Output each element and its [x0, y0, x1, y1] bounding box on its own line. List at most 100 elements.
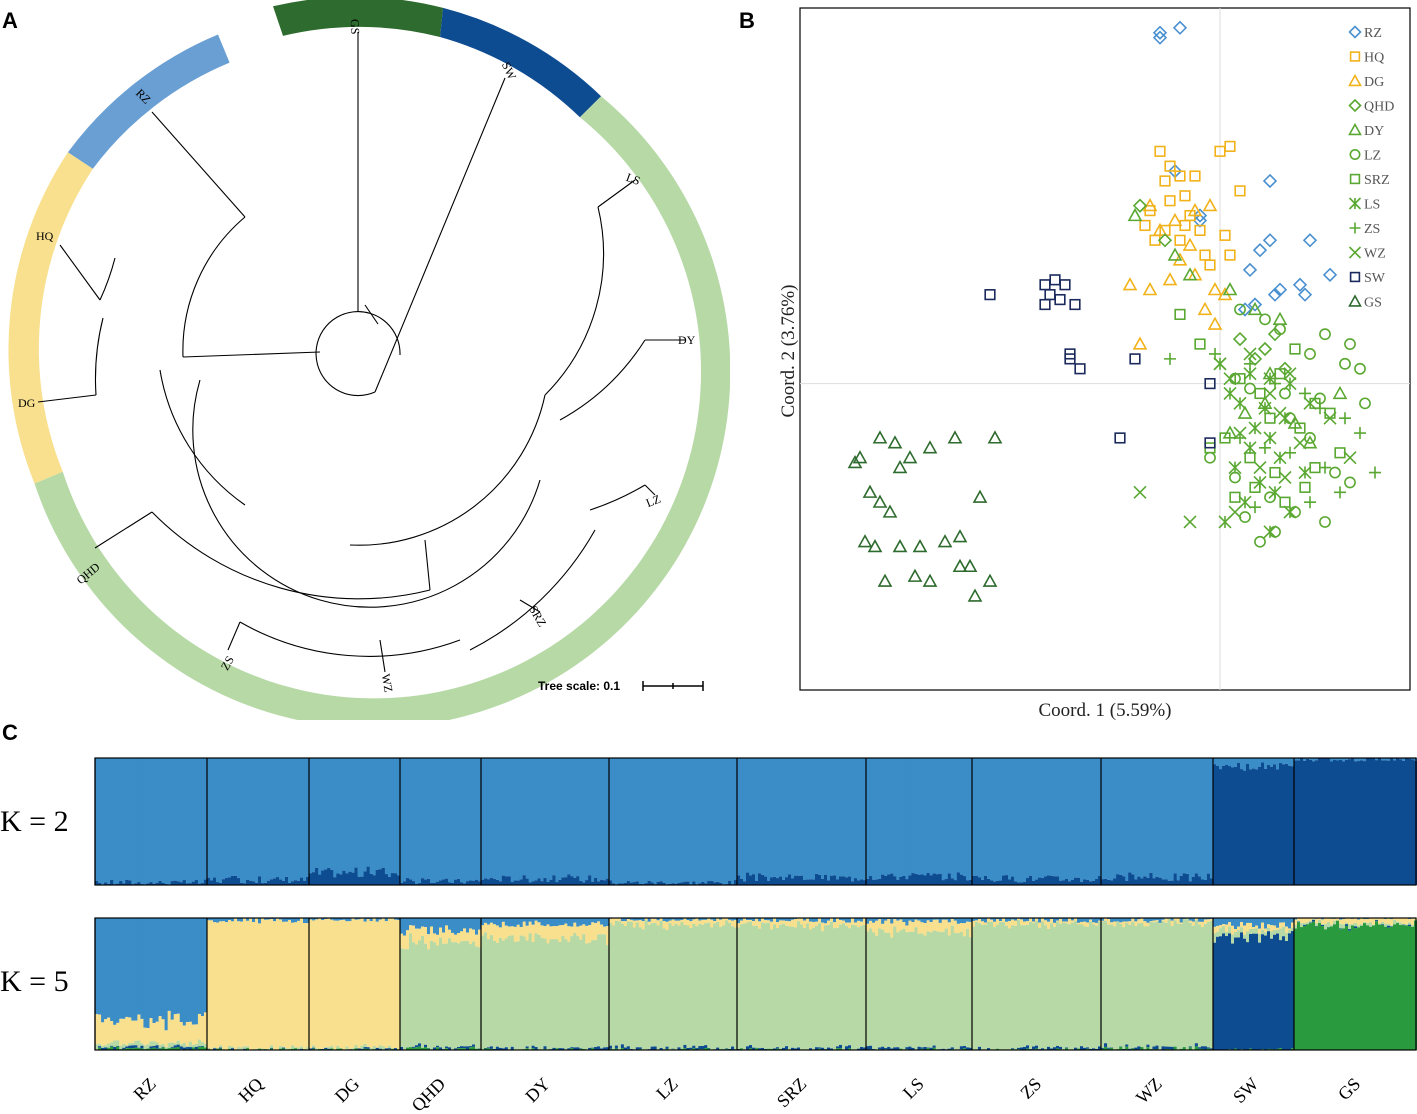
- structure-bar-srz: [860, 921, 864, 926]
- structure-bar-zs: [1035, 758, 1039, 880]
- structure-bar-srz: [836, 927, 840, 1047]
- structure-bar-srz: [806, 923, 810, 1050]
- structure-bar-wz: [1191, 876, 1196, 885]
- structure-bar-wz: [1152, 878, 1156, 885]
- structure-bar-lz: [731, 918, 735, 921]
- structure-bar-srz: [818, 923, 822, 1048]
- structure-bar-rz: [188, 918, 193, 1022]
- structure-bar-srz: [836, 758, 840, 880]
- structure-bar-srz: [854, 922, 858, 926]
- structure-bar-wz: [1155, 920, 1159, 922]
- structure-bar-rz: [101, 1047, 105, 1050]
- point-qhd: [1247, 351, 1263, 367]
- structure-bar-srz: [821, 878, 825, 885]
- structure-bar-ls: [881, 923, 885, 930]
- point-hq: [1224, 249, 1236, 261]
- point-ls: [1263, 431, 1277, 445]
- point-wz: [1303, 396, 1317, 410]
- structure-bar-ls: [884, 918, 888, 921]
- structure-bar-srz: [809, 758, 813, 880]
- structure-bar-dg: [324, 918, 328, 1048]
- structure-bar-lz: [695, 918, 699, 927]
- structure-bar-wz: [1170, 925, 1175, 1047]
- structure-bar-wz: [1182, 873, 1187, 885]
- structure-bar-zs: [1080, 758, 1084, 882]
- structure-bar-wz: [1191, 918, 1196, 922]
- structure-bar-dg: [375, 758, 380, 870]
- point-sw: [1054, 293, 1066, 306]
- structure-bar-sw: [1243, 758, 1247, 771]
- structure-bar-zs: [1023, 881, 1027, 885]
- population-label-zs: ZS: [1016, 1074, 1045, 1103]
- structure-bar-sw: [1225, 758, 1229, 765]
- structure-bar-dg: [309, 919, 313, 1049]
- structure-bar-hq: [279, 758, 283, 880]
- structure-bar-dy: [546, 918, 550, 925]
- structure-bar-gs: [1360, 925, 1364, 1050]
- structure-bar-gs: [1333, 758, 1337, 760]
- structure-bar-srz: [863, 880, 867, 885]
- structure-bar-gs: [1408, 919, 1412, 923]
- structure-bar-zs: [1056, 1045, 1060, 1049]
- point-rz: [1252, 243, 1268, 258]
- structure-bar-ls: [875, 935, 879, 1050]
- structure-bar-sw: [1270, 931, 1274, 939]
- point-hq: [1219, 229, 1231, 241]
- structure-bar-sw: [1270, 766, 1274, 885]
- series-sw: [984, 274, 1216, 449]
- structure-bar-rz: [182, 1025, 187, 1044]
- structure-bar-hq: [228, 877, 232, 885]
- structure-bar-rz: [128, 758, 132, 881]
- structure-bar-lz: [626, 880, 631, 885]
- structure-bar-sw: [1258, 918, 1262, 929]
- structure-bar-dy: [483, 758, 488, 879]
- point-gs: [857, 534, 873, 548]
- structure-bar-zs: [1032, 923, 1036, 1047]
- point-gs: [937, 534, 953, 548]
- structure-bar-lz: [629, 882, 634, 885]
- point-sw: [1059, 279, 1071, 291]
- structure-bar-zs: [975, 918, 979, 921]
- structure-bar-srz: [830, 875, 834, 885]
- structure-bar-dy: [498, 937, 503, 1048]
- structure-bar-hq: [285, 876, 289, 885]
- structure-bar-zs: [984, 875, 988, 885]
- structure-bar-sw: [1279, 918, 1283, 923]
- structure-bar-lz: [734, 758, 738, 881]
- structure-bar-rz: [113, 918, 117, 1025]
- structure-bar-lz: [656, 758, 661, 882]
- structure-bar-wz: [1134, 758, 1138, 880]
- structure-bar-rz: [146, 1044, 150, 1049]
- point-lz: [1289, 506, 1301, 518]
- structure-bar-dy: [576, 918, 580, 927]
- structure-bar-lz: [609, 1048, 613, 1050]
- structure-bar-zs: [1095, 918, 1099, 923]
- structure-bar-hq: [282, 1046, 286, 1048]
- structure-bar-wz: [1203, 758, 1208, 880]
- structure-bar-ls: [965, 918, 970, 922]
- point-srz: [1194, 338, 1206, 350]
- structure-bar-rz: [125, 758, 129, 880]
- structure-bar-rz: [191, 881, 196, 885]
- structure-bar-ls: [959, 758, 964, 875]
- structure-bar-srz: [776, 758, 780, 879]
- structure-bar-dy: [600, 1048, 604, 1050]
- structure-bar-sw: [1240, 922, 1244, 928]
- structure-bar-ls: [953, 758, 958, 881]
- structure-bar-wz: [1110, 880, 1114, 885]
- structure-bar-qhd: [478, 947, 482, 1049]
- structure-bar-dg: [324, 869, 328, 885]
- structure-bar-hq: [234, 875, 238, 885]
- structure-bar-dg: [387, 1048, 392, 1050]
- structure-bar-hq: [291, 758, 295, 882]
- structure-bar-ls: [923, 918, 927, 924]
- structure-bar-gs: [1315, 760, 1319, 885]
- structure-bar-ls: [884, 875, 888, 885]
- structure-bar-hq: [273, 878, 277, 885]
- structure-bar-ls: [929, 932, 934, 1048]
- structure-bar-dy: [594, 922, 598, 941]
- structure-bar-lz: [683, 1044, 687, 1049]
- structure-bar-ls: [959, 918, 964, 924]
- structure-bar-ls: [953, 880, 958, 885]
- structure-bar-srz: [821, 1047, 825, 1050]
